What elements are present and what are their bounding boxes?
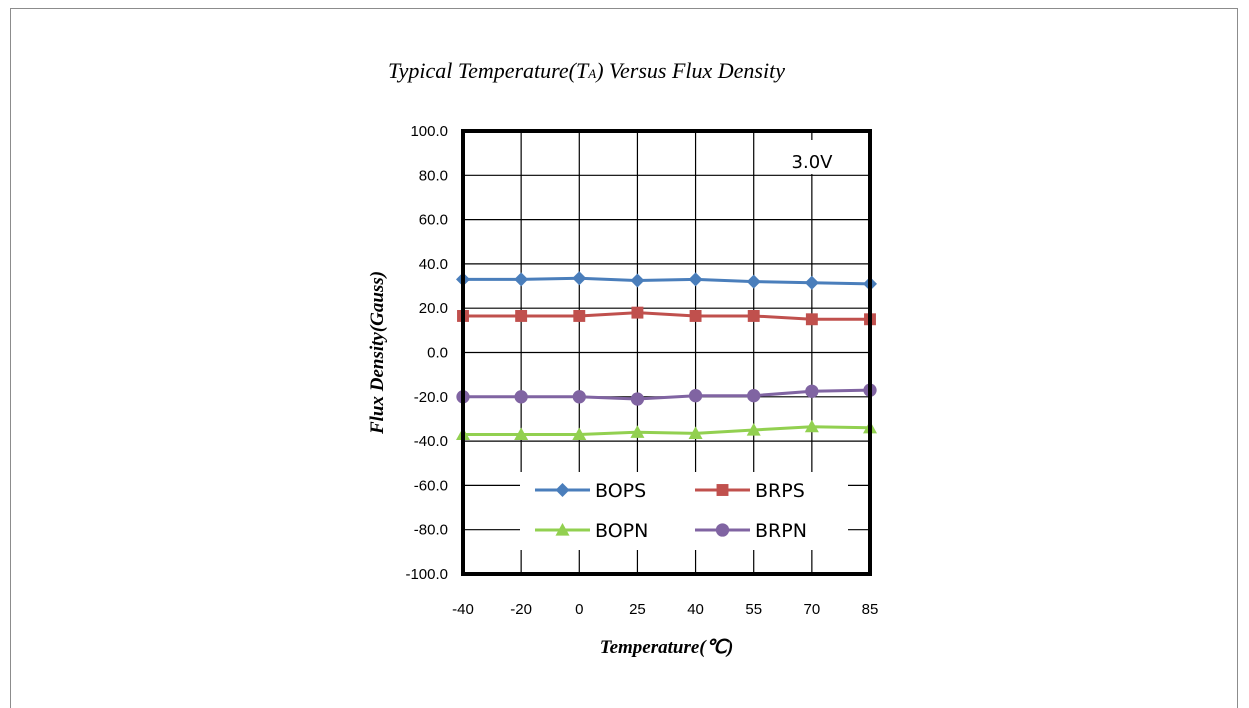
marker-triangle (555, 523, 570, 536)
y-tick-label: -20.0 (414, 389, 448, 406)
y-tick-label: 20.0 (419, 300, 448, 317)
legend-label: BOPN (595, 520, 648, 542)
legend-item-brps: BRPS (695, 480, 805, 502)
series-bops (456, 271, 877, 291)
x-tick-label: 40 (687, 601, 704, 618)
series-brps (457, 306, 876, 326)
chart-title-subscript: A (588, 66, 597, 81)
x-tick-label: 25 (629, 601, 646, 618)
marker-diamond (804, 275, 819, 290)
y-tick-label: -80.0 (414, 522, 448, 539)
marker-circle (630, 392, 645, 406)
marker-circle (805, 384, 819, 398)
marker-circle (747, 389, 761, 403)
plot-border (461, 129, 872, 576)
series-bopn (456, 419, 877, 441)
y-tick-label: 40.0 (419, 256, 448, 273)
annotation-layer: 3.0V (757, 140, 867, 174)
y-axis-ticks: 100.0 80.0 60.0 40.0 20.0 0.0 -20.0 -40.0 -60.0 -… (405, 123, 448, 583)
marker-triangle (572, 427, 587, 441)
series-line (463, 311, 870, 321)
marker-diamond (555, 483, 570, 497)
marker-triangle (804, 419, 819, 433)
marker-circle (572, 390, 586, 404)
series-line (463, 425, 871, 436)
legend-label: BRPN (755, 520, 807, 542)
marker-square (631, 306, 644, 319)
marker-triangle (688, 426, 703, 439)
y-tick-label: 100.0 (410, 123, 448, 140)
legend-item-brpn: BRPN (695, 520, 807, 542)
marker-diamond (572, 271, 587, 286)
annotation-label: 3.0V (792, 152, 834, 173)
chart-title-main: Typical Temperature(T (388, 58, 589, 83)
marker-triangle (630, 425, 645, 438)
y-tick-label: -60.0 (414, 477, 448, 494)
marker-square (689, 310, 702, 322)
flux-density-chart: 3.0V BOPS BRPS BOPN BRPN 100.0 80.0 60.0 40.0 2… (367, 123, 878, 658)
x-tick-label: 55 (745, 601, 762, 618)
marker-diamond (746, 274, 761, 289)
marker-triangle (746, 423, 761, 436)
marker-circle (514, 390, 528, 404)
series-layer (456, 271, 877, 441)
series-line (463, 276, 871, 286)
y-tick-label: -100.0 (405, 566, 448, 583)
x-axis-label: Temperature(℃) (600, 637, 734, 658)
marker-diamond (688, 272, 703, 287)
marker-triangle (514, 427, 529, 441)
y-tick-label: -40.0 (414, 433, 448, 450)
marker-diamond (514, 272, 529, 287)
legend-label: BRPS (755, 480, 805, 502)
x-tick-label: 0 (575, 601, 583, 618)
marker-circle (688, 389, 703, 403)
x-tick-label: 85 (862, 601, 879, 618)
chart-title-rest: ) Versus Flux Density (596, 58, 785, 83)
x-tick-label: -40 (452, 601, 474, 618)
marker-square (805, 313, 818, 326)
marker-diamond (630, 273, 645, 288)
legend: BOPS BRPS BOPN BRPN (520, 472, 848, 550)
x-tick-label: -20 (510, 601, 532, 618)
legend-item-bopn: BOPN (535, 520, 648, 542)
chart-title: Typical Temperature(TA) Versus Flux Dens… (388, 58, 858, 84)
marker-square (573, 310, 586, 322)
y-tick-label: 0.0 (427, 345, 448, 362)
legend-background (520, 472, 848, 550)
y-axis-label: Flux Density(Gauss) (367, 271, 388, 435)
page-frame (10, 8, 1238, 708)
x-tick-label: 70 (804, 601, 821, 618)
legend-label: BOPS (595, 480, 646, 502)
marker-circle (715, 523, 730, 537)
y-tick-label: 80.0 (419, 167, 448, 184)
marker-square (716, 484, 729, 496)
series-brpn (456, 383, 877, 406)
y-tick-label: 60.0 (419, 212, 448, 229)
annotation-background (757, 140, 867, 174)
legend-item-bops: BOPS (535, 480, 646, 502)
x-axis-ticks: -40 -20 0 25 40 55 70 85 (452, 601, 878, 618)
marker-square (515, 310, 528, 322)
marker-square (747, 310, 760, 322)
series-line (463, 388, 871, 401)
